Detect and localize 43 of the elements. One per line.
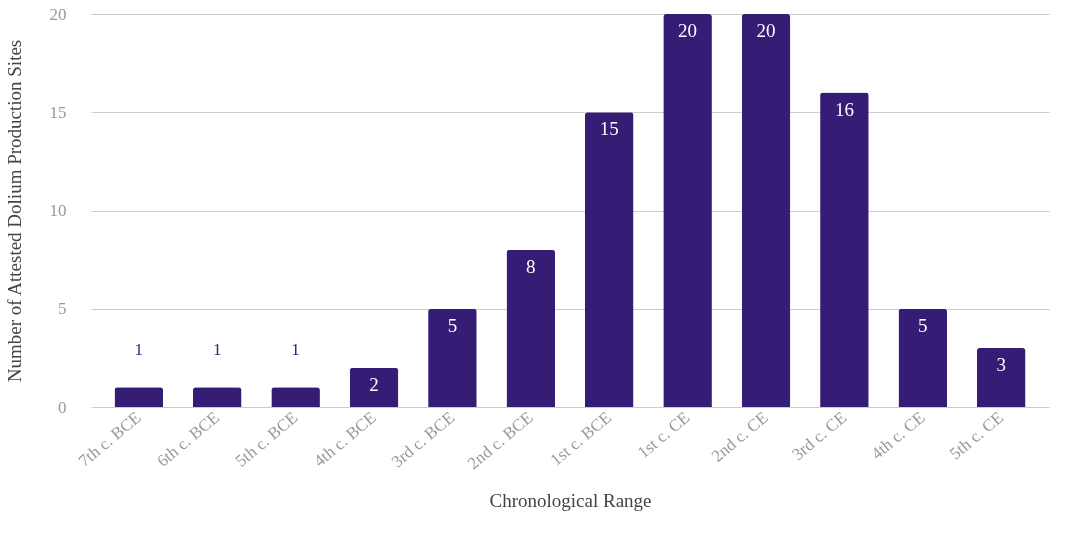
data-label: 5 — [447, 314, 458, 336]
bar — [741, 14, 791, 407]
data-label: 1 — [134, 340, 144, 360]
bar — [976, 348, 1026, 407]
y-tick-label: 15 — [49, 102, 67, 122]
data-label: 1 — [212, 340, 222, 360]
x-axis-title: Chronological Range — [489, 490, 652, 512]
x-tick-label: 4th c. CE — [867, 407, 929, 464]
x-tick-label: 3rd c. CE — [788, 407, 851, 464]
x-tick-label: 6th c. BCE — [153, 407, 223, 471]
x-tick-label: 1st c. BCE — [546, 407, 615, 470]
data-label: 8 — [526, 255, 536, 277]
data-label: 5 — [918, 314, 928, 336]
bar — [114, 387, 164, 407]
data-label: 1 — [291, 340, 300, 360]
x-tick-label: 5th c. CE — [945, 407, 1007, 464]
x-tick-label: 5th c. BCE — [231, 407, 302, 471]
x-tick-label: 3rd c. BCE — [387, 407, 459, 472]
data-label: 20 — [756, 20, 776, 41]
data-label: 3 — [996, 354, 1006, 376]
bar — [506, 249, 556, 407]
bar — [584, 112, 634, 407]
y-tick-label: 10 — [49, 201, 67, 220]
bar — [271, 387, 320, 407]
x-tick-label: 2nd c. CE — [707, 407, 772, 466]
x-tick-label: 2nd c. BCE — [463, 407, 537, 474]
bar — [428, 308, 477, 407]
data-label: 15 — [599, 118, 619, 140]
bar — [192, 387, 242, 407]
y-axis-title: Number of Attested Dolium Production Sites — [3, 39, 25, 383]
data-label: 2 — [369, 373, 379, 395]
x-tick-label: 4th c. BCE — [310, 407, 380, 471]
y-tick-label: 20 — [49, 4, 67, 24]
x-tick-label: 1st c. CE — [633, 407, 694, 463]
data-label: 20 — [678, 20, 698, 41]
x-tick-label: 7th c. BCE — [74, 407, 145, 471]
bar — [663, 14, 712, 407]
bar — [349, 367, 399, 407]
bar — [820, 92, 869, 407]
y-tick-label: 5 — [58, 299, 67, 319]
data-label: 16 — [834, 98, 854, 120]
y-tick-label: 0 — [58, 397, 67, 417]
bar — [898, 308, 948, 407]
